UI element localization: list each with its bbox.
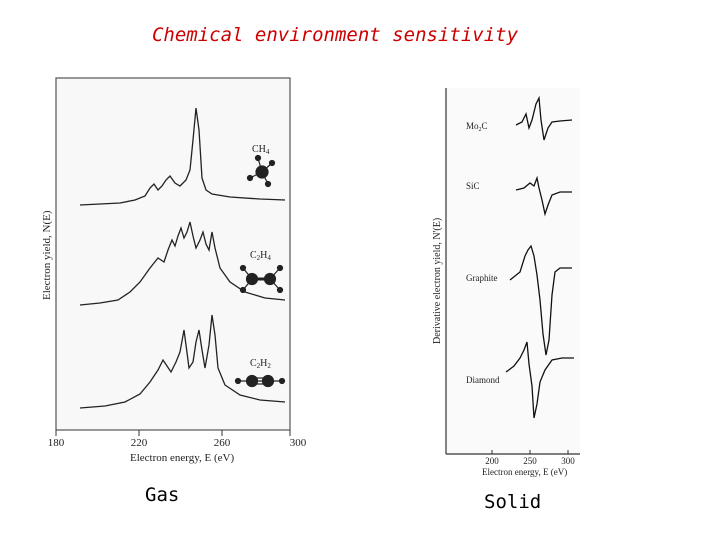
gas-xtick: 260 bbox=[214, 437, 231, 449]
gas-ylabel: Electron yield, N(E) bbox=[41, 210, 53, 300]
solid-spectrum-sic bbox=[515, 175, 572, 217]
sic-label: SiC bbox=[466, 181, 480, 191]
gas-xlabel: Electron energy, E (eV) bbox=[130, 452, 234, 464]
gas-plot-frame bbox=[55, 77, 291, 431]
gas-spectrum-c2h4 bbox=[79, 221, 286, 306]
solid-spectrum-mo2c bbox=[515, 95, 573, 141]
diamond-label: Diamond bbox=[466, 375, 500, 385]
graphite-label: Graphite bbox=[466, 273, 498, 283]
solid-plot-area bbox=[446, 88, 580, 454]
gas-xtick: 220 bbox=[131, 437, 148, 449]
solid-xtick: 250 bbox=[523, 456, 537, 466]
gas-xtick: 180 bbox=[48, 437, 65, 449]
gas-x-axis bbox=[55, 430, 291, 436]
solid-xlabel: Electron energy, E (eV) bbox=[482, 467, 567, 477]
ch4-molecule-icon bbox=[246, 154, 276, 188]
solid-spectrum-graphite bbox=[509, 244, 572, 356]
ch4-label: CH4 bbox=[252, 144, 270, 156]
gas-xtick: 300 bbox=[290, 437, 307, 449]
gas-caption: Gas bbox=[145, 484, 180, 506]
c2h2-molecule-icon bbox=[234, 374, 286, 388]
c2h4-molecule-icon bbox=[239, 264, 284, 294]
gas-spectrum-ch4 bbox=[79, 107, 286, 206]
c2h2-label: C2H2 bbox=[250, 358, 271, 370]
solid-ylabel: Derivative electron yield, N'(E) bbox=[432, 218, 443, 344]
solid-xtick: 200 bbox=[485, 456, 499, 466]
c2h4-label: C2H4 bbox=[250, 250, 271, 262]
solid-caption: Solid bbox=[484, 491, 542, 513]
solid-x-ticks bbox=[491, 450, 569, 454]
slide-title: Chemical environment sensitivity bbox=[151, 24, 519, 46]
gas-spectrum-c2h2 bbox=[79, 314, 286, 409]
mo2c-label: Mo2C bbox=[466, 121, 488, 133]
gas-panel: Electron yield, N(E) CH4 bbox=[41, 77, 307, 464]
solid-panel: Derivative electron yield, N'(E) Mo2C Si… bbox=[432, 88, 580, 477]
solid-spectrum-diamond bbox=[505, 341, 574, 419]
solid-xtick: 300 bbox=[561, 456, 575, 466]
